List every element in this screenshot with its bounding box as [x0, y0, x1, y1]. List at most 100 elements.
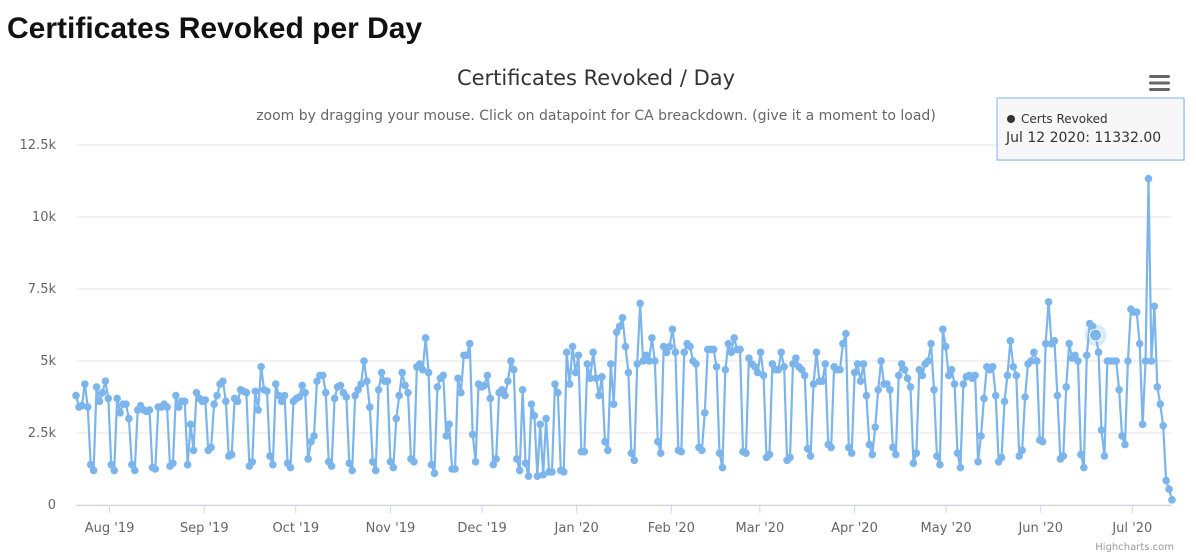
data-point[interactable]: [839, 339, 847, 348]
data-point[interactable]: [1003, 371, 1012, 380]
data-point[interactable]: [418, 365, 427, 374]
data-point[interactable]: [404, 388, 412, 397]
data-point[interactable]: [1018, 446, 1026, 455]
data-point[interactable]: [933, 452, 941, 460]
data-point[interactable]: [662, 348, 671, 357]
data-point[interactable]: [680, 348, 689, 357]
data-point[interactable]: [201, 396, 210, 404]
data-point[interactable]: [1009, 362, 1018, 371]
data-point[interactable]: [377, 368, 386, 377]
data-point[interactable]: [1006, 337, 1015, 345]
data-point[interactable]: [439, 371, 448, 380]
data-point[interactable]: [145, 406, 154, 414]
data-point[interactable]: [1053, 391, 1062, 400]
data-point[interactable]: [1080, 463, 1088, 472]
data-point[interactable]: [424, 368, 433, 377]
data-point[interactable]: [542, 414, 550, 423]
data-point[interactable]: [72, 391, 80, 400]
data-point[interactable]: [548, 468, 556, 476]
data-point[interactable]: [977, 432, 985, 440]
data-point[interactable]: [891, 450, 900, 459]
data-point[interactable]: [906, 383, 915, 391]
data-point[interactable]: [98, 388, 107, 397]
data-point[interactable]: [524, 472, 533, 481]
data-point[interactable]: [272, 380, 280, 388]
data-point[interactable]: [113, 394, 121, 403]
data-point[interactable]: [777, 348, 786, 357]
data-point[interactable]: [612, 328, 621, 337]
data-point[interactable]: [615, 322, 624, 331]
data-point[interactable]: [213, 391, 221, 400]
data-point[interactable]: [427, 460, 436, 469]
data-point[interactable]: [242, 388, 251, 397]
data-point[interactable]: [530, 411, 539, 420]
data-point[interactable]: [366, 403, 374, 411]
data-point[interactable]: [457, 388, 465, 397]
data-point[interactable]: [668, 325, 677, 334]
data-point[interactable]: [110, 466, 118, 475]
data-point[interactable]: [671, 348, 680, 357]
data-point[interactable]: [442, 432, 451, 440]
data-point[interactable]: [624, 368, 633, 377]
data-point[interactable]: [944, 371, 953, 380]
data-point[interactable]: [101, 377, 110, 385]
data-point[interactable]: [856, 377, 865, 385]
data-point[interactable]: [859, 360, 868, 368]
data-point[interactable]: [1141, 357, 1150, 365]
data-point[interactable]: [1015, 452, 1024, 460]
data-point[interactable]: [107, 460, 116, 469]
data-point[interactable]: [468, 430, 477, 439]
data-point[interactable]: [980, 394, 988, 403]
data-point[interactable]: [997, 453, 1006, 462]
data-point[interactable]: [433, 383, 442, 391]
data-point[interactable]: [357, 380, 365, 388]
data-point[interactable]: [988, 362, 997, 371]
data-point[interactable]: [254, 406, 262, 414]
data-point[interactable]: [163, 403, 171, 411]
data-point[interactable]: [724, 339, 733, 348]
data-point[interactable]: [483, 371, 492, 380]
data-point[interactable]: [912, 449, 921, 457]
data-point[interactable]: [559, 468, 568, 476]
data-point[interactable]: [812, 348, 821, 357]
data-point[interactable]: [598, 373, 606, 381]
data-point[interactable]: [1082, 351, 1091, 360]
data-point[interactable]: [565, 380, 574, 388]
data-point[interactable]: [266, 452, 274, 460]
data-point[interactable]: [504, 377, 512, 385]
data-point[interactable]: [665, 342, 674, 351]
data-point[interactable]: [454, 374, 462, 383]
data-point[interactable]: [172, 391, 180, 400]
data-point[interactable]: [1012, 371, 1021, 380]
data-point[interactable]: [886, 386, 894, 394]
data-point[interactable]: [789, 360, 797, 368]
data-point[interactable]: [81, 380, 89, 388]
series-certs-revoked[interactable]: [72, 174, 1176, 504]
data-point[interactable]: [227, 450, 236, 459]
data-point[interactable]: [1115, 386, 1123, 394]
data-point[interactable]: [809, 380, 818, 388]
data-point[interactable]: [533, 472, 542, 481]
data-point[interactable]: [263, 387, 271, 396]
hamburger-menu-icon[interactable]: [1143, 69, 1176, 95]
data-point[interactable]: [1144, 174, 1153, 183]
data-point[interactable]: [371, 466, 380, 475]
data-point[interactable]: [947, 365, 956, 374]
data-point[interactable]: [586, 374, 595, 383]
data-point[interactable]: [189, 446, 198, 455]
data-point[interactable]: [1021, 393, 1029, 401]
data-point[interactable]: [774, 365, 783, 374]
data-point[interactable]: [950, 380, 959, 388]
data-point[interactable]: [345, 459, 354, 468]
data-point[interactable]: [1147, 357, 1156, 365]
data-point[interactable]: [151, 465, 160, 473]
hover-point[interactable]: [1089, 328, 1103, 342]
data-point[interactable]: [1135, 339, 1144, 348]
data-point[interactable]: [1000, 397, 1009, 406]
data-point[interactable]: [589, 348, 597, 357]
data-point[interactable]: [750, 362, 759, 371]
data-point[interactable]: [653, 437, 662, 446]
data-point[interactable]: [486, 394, 495, 403]
data-point[interactable]: [515, 466, 524, 475]
